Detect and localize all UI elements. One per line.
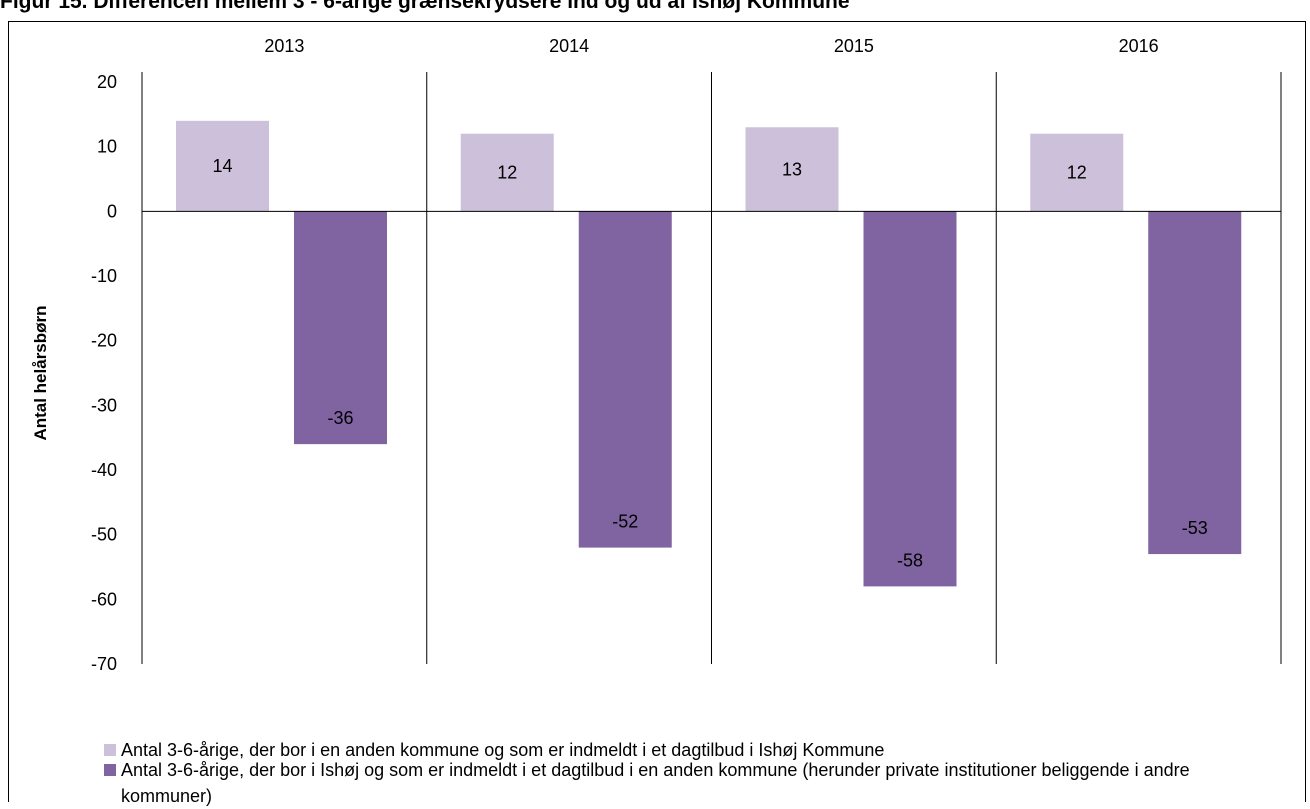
chart-plot: 20 10 0 -10 -20 -30 -40 -50 -60 -70 14 12 13 12 -36 -52…	[31, 36, 1282, 674]
y-tick-label: 20	[97, 72, 117, 92]
legend-swatch-series-2	[104, 764, 116, 776]
category-label: 2014	[549, 36, 589, 56]
data-label: -36	[327, 408, 353, 428]
y-tick-label: 0	[107, 201, 117, 221]
bar-series-2	[1148, 211, 1242, 555]
data-label: 12	[1067, 163, 1087, 183]
data-label: 12	[497, 163, 517, 183]
legend-label-series-1: Antal 3-6-årige, der bor i en anden komm…	[121, 740, 885, 760]
data-label: -52	[612, 512, 638, 532]
bar-series-1	[460, 133, 554, 212]
data-label: 13	[782, 159, 802, 179]
y-tick-label: -20	[91, 331, 117, 351]
category-label: 2016	[1119, 36, 1159, 56]
legend-swatch-series-1	[104, 744, 116, 756]
bar-series-1	[176, 120, 269, 212]
data-label: -58	[897, 550, 923, 570]
y-tick-label: -40	[91, 460, 117, 480]
y-tick-label: -50	[91, 525, 117, 545]
y-axis-title: Antal helårsbørn	[31, 305, 50, 440]
legend-item-series-1: Antal 3-6-årige, der bor i en anden komm…	[104, 737, 1284, 763]
bar-series-1	[745, 127, 839, 212]
y-tick-label: -10	[91, 266, 117, 286]
bar-series-1	[1030, 133, 1124, 212]
chart-frame: 20 10 0 -10 -20 -30 -40 -50 -60 -70 14 12 13 12 -36 -52…	[8, 21, 1306, 806]
data-label: -53	[1182, 518, 1208, 538]
category-label: 2013	[264, 36, 304, 56]
y-tick-label: -60	[91, 589, 117, 609]
bar-series-2	[578, 211, 672, 548]
y-tick-label: -70	[91, 654, 117, 674]
legend-label-series-2: Antal 3-6-årige, der bor i Ishøj og som …	[121, 760, 1190, 806]
bar-series-2	[294, 211, 387, 445]
y-tick-label: 10	[97, 137, 117, 157]
category-label: 2015	[834, 36, 874, 56]
data-label: 14	[212, 156, 232, 176]
chart-title: Figur 15. Differencen mellem 3 - 6-årige…	[0, 0, 850, 13]
legend-item-series-2: Antal 3-6-årige, der bor i Ishøj og som …	[104, 757, 1284, 809]
bar-series-2	[863, 211, 957, 587]
y-tick-label: -30	[91, 395, 117, 415]
